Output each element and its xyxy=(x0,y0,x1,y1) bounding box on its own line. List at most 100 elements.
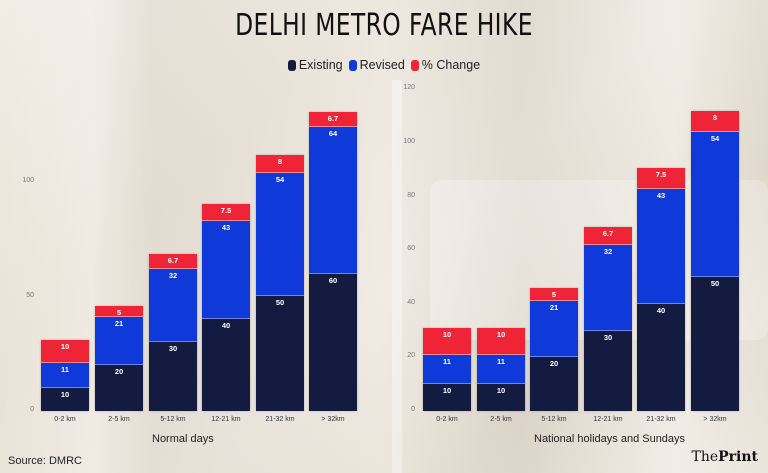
legend-swatch-existing xyxy=(287,59,296,71)
legend-label: Existing xyxy=(298,58,343,72)
segment-change: 10 xyxy=(423,327,471,355)
segment-revised: 43 xyxy=(637,188,685,304)
y-tick-label: 120 xyxy=(403,84,415,92)
segment-revised: 54 xyxy=(691,132,739,277)
segment-change: 6.7 xyxy=(309,111,357,128)
segment-revised: 64 xyxy=(309,127,357,274)
segment-value-label: 50 xyxy=(710,278,720,288)
stacked-bar: 10 11 10 xyxy=(477,327,525,411)
legend-item-existing: Existing xyxy=(287,58,343,72)
segment-value-label: 6.7 xyxy=(327,113,339,123)
segment-revised: 11 xyxy=(41,362,89,389)
y-tick-label: 0 xyxy=(30,406,34,413)
segment-existing: 10 xyxy=(423,384,471,411)
segment-revised: 11 xyxy=(477,354,525,385)
segment-revised: 21 xyxy=(95,317,143,366)
y-tick-label: 50 xyxy=(26,291,34,299)
y-tick-label: 40 xyxy=(407,298,415,306)
segment-revised: 11 xyxy=(423,354,471,385)
segment-value-label: 10 xyxy=(496,329,506,339)
segment-value-label: 40 xyxy=(221,321,231,331)
segment-value-label: 7.5 xyxy=(220,205,232,215)
segment-value-label: 60 xyxy=(328,275,338,285)
segment-value-label: 11 xyxy=(61,364,69,374)
legend-label: % Change xyxy=(421,58,481,72)
segment-change: 8 xyxy=(256,154,304,173)
chart-caption-holidays: National holidays and Sundays xyxy=(534,433,686,445)
segment-value-label: 20 xyxy=(114,367,124,377)
stacked-bar: 30 32 6.7 xyxy=(584,226,632,411)
stacked-bar: 30 32 6.7 xyxy=(149,253,197,411)
segment-revised: 32 xyxy=(149,269,197,343)
y-tick-label: 80 xyxy=(407,191,415,199)
segment-existing: 10 xyxy=(41,388,89,411)
brand-suffix: Print xyxy=(718,449,758,465)
x-tick-label: 12-21 km xyxy=(593,416,623,423)
segment-value-label: 54 xyxy=(275,174,285,184)
x-tick-label: > 32km xyxy=(321,416,345,423)
stacked-bar: 50 54 8 xyxy=(256,154,304,411)
x-tick-label: 0-2 km xyxy=(436,416,458,423)
segment-value-label: 43 xyxy=(221,222,231,232)
segment-value-label: 8 xyxy=(277,156,283,166)
segment-existing: 10 xyxy=(477,384,525,411)
segment-revised: 21 xyxy=(530,301,578,358)
segment-value-label: 11 xyxy=(443,356,451,366)
page-title: DELHI METRO FARE HIKE xyxy=(235,8,533,43)
segment-value-label: 32 xyxy=(603,246,613,256)
x-tick-label: 2-5 km xyxy=(490,416,512,423)
segment-change: 6.7 xyxy=(584,226,632,245)
segment-value-label: 32 xyxy=(168,271,178,281)
segment-value-label: 10 xyxy=(496,386,506,396)
segment-existing: 20 xyxy=(530,357,578,411)
segment-value-label: 21 xyxy=(549,303,559,313)
segment-value-label: 11 xyxy=(497,356,505,366)
segment-value-label: 7.5 xyxy=(655,170,667,180)
segment-value-label: 21 xyxy=(114,319,124,329)
x-tick-label: 21-32 km xyxy=(265,416,295,423)
segment-existing: 20 xyxy=(95,365,143,411)
segment-value-label: 64 xyxy=(328,129,338,139)
source-note: Source: DMRC xyxy=(8,455,82,467)
x-tick-label: 5-12 km xyxy=(541,416,567,423)
segment-change: 5 xyxy=(530,287,578,302)
segment-change: 5 xyxy=(95,305,143,318)
stacked-bar: 40 43 7.5 xyxy=(637,168,685,411)
segment-value-label: 43 xyxy=(656,190,666,200)
x-tick-label: 2-5 km xyxy=(108,416,130,423)
legend-swatch-revised xyxy=(348,59,357,71)
segment-existing: 40 xyxy=(637,303,685,411)
stacked-bar: 60 64 6.7 xyxy=(309,111,357,411)
segment-change: 10 xyxy=(41,340,89,363)
segment-existing: 60 xyxy=(309,273,357,411)
legend-item-revised: Revised xyxy=(348,58,405,72)
segment-value-label: 10 xyxy=(60,342,70,352)
segment-value-label: 6.7 xyxy=(602,228,614,238)
brand-logo: ThePrint xyxy=(691,449,758,465)
stacked-bar: 50 54 8 xyxy=(691,110,739,411)
legend-swatch-change xyxy=(410,59,419,71)
stacked-bar: 20 21 5 xyxy=(95,305,143,411)
x-tick-label: 21-32 km xyxy=(646,416,676,423)
segment-existing: 30 xyxy=(584,330,632,411)
segment-revised: 32 xyxy=(584,244,632,331)
stacked-bar: 20 21 5 xyxy=(530,287,578,411)
x-tick-label: 5-12 km xyxy=(160,416,186,423)
segment-value-label: 20 xyxy=(549,359,559,369)
segment-value-label: 30 xyxy=(168,344,178,354)
segment-value-label: 30 xyxy=(603,332,613,342)
legend: Existing Revised % Change xyxy=(0,58,768,72)
segment-value-label: 8 xyxy=(712,112,718,122)
y-tick-label: 60 xyxy=(407,245,415,253)
segment-change: 7.5 xyxy=(637,168,685,189)
segment-existing: 40 xyxy=(202,319,250,411)
segment-value-label: 10 xyxy=(60,390,70,400)
x-tick-label: 0-2 km xyxy=(54,416,76,423)
segment-value-label: 10 xyxy=(442,386,452,396)
x-tick-label: > 32km xyxy=(703,416,727,423)
stacked-bar: 40 43 7.5 xyxy=(202,203,250,411)
segment-change: 7.5 xyxy=(202,203,250,221)
y-tick-label: 100 xyxy=(403,138,415,145)
chart-caption-normal-days: Normal days xyxy=(152,433,214,445)
segment-change: 8 xyxy=(691,110,739,133)
